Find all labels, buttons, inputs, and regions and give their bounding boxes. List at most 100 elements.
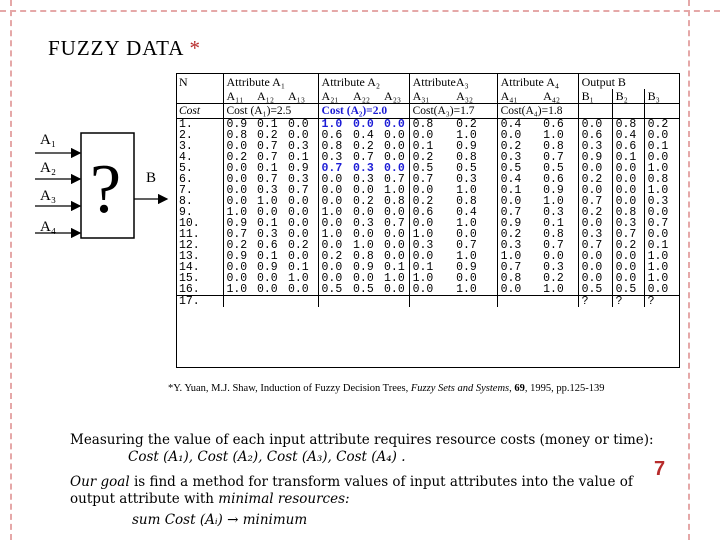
table-cell: 0.0 [500,284,522,296]
table-cell: 0.0 [578,273,613,284]
table-row: 17.??? [176,295,681,307]
table-cell: 0.5 [612,284,645,296]
body-text-line-4: output attribute with minimal resources: [70,491,350,507]
row-number: 4. [176,152,224,163]
table-cell: 0.0 [381,118,410,130]
table-cell: 0.1 [540,218,579,229]
table-cell: 0.0 [381,130,410,141]
table-cell: 1.0 [500,251,522,262]
table-cell: 0.0 [285,218,319,229]
table-cell: 0.6 [257,240,278,251]
table-cell: 0.0 [321,185,343,196]
table-cell: 0.5 [453,163,498,174]
table-cell: 1.0 [453,284,498,296]
table-cell: 0.0 [381,284,410,296]
table-cell: 0.0 [285,196,319,207]
row-number: 7. [176,185,224,196]
table-cell: 0.4 [453,207,498,218]
table-cell: 0.4 [500,118,522,130]
table-cell: 0.7 [257,152,278,163]
row-number: 17. [176,295,224,307]
table-cell: 1.0 [453,130,498,141]
table-cell: 0.0 [381,163,410,174]
table-cell: 1.0 [321,207,343,218]
table-cell: 0.3 [285,174,319,185]
table-cell: 0.8 [540,141,579,152]
table-cell: 0.8 [647,174,669,185]
table-row: 14. 0.0 0.9 0.1 0.0 0.9 0.1 0.1 0.9 0.7 0.3 0.0 0.0 1… [176,262,680,273]
table-cell: 0.7 [500,262,522,273]
table-header-attributes: N Attribute A₁ Attribute A₂ AttributeA₃ … [176,73,680,89]
table-cell: 0.0 [257,284,278,296]
table-row: 3. 0.0 0.7 0.3 0.8 0.2 0.0 0.1 0.9 0.2 0.8 0.3 0.6 0.… [176,141,680,152]
table-cell: 1.0 [540,196,579,207]
table-cell: 0.1 [285,152,319,163]
table-row: 10. 0.9 0.1 0.0 0.0 0.3 0.7 0.0 1.0 0.9 0.1 0.0 0.3 0… [176,218,680,229]
table-cell [453,295,498,307]
table-cell: 0.2 [647,118,669,130]
table-cell: 0.2 [540,273,579,284]
citation-footnote: *Y. Yuan, M.J. Shaw, Induction of Fuzzy … [168,383,605,394]
table-cell: 0.3 [257,229,278,240]
table-cell: 1.0 [412,229,434,240]
table-cell: 0.0 [647,284,669,296]
table-cell: 0.0 [226,185,248,196]
table-cell: 0.0 [412,130,434,141]
cost-a2: Cost (A₂)=2.0 [318,103,410,119]
table-cell: 0.0 [647,229,669,240]
table-cell: 0.0 [285,130,319,141]
table-cell: 0.7 [381,174,410,185]
table-cell: 0.3 [321,152,343,163]
table-cell: 1.0 [540,130,579,141]
table-cell: 0.8 [412,118,434,130]
input-label-a2: A₂ [40,160,57,176]
table-cell: 0.3 [353,163,374,174]
table-cell: 0.8 [612,118,645,130]
table-cell: 1.0 [285,273,319,284]
table-cell: 0.0 [453,273,498,284]
table-cell: 0.7 [226,229,248,240]
table-cell: 1.0 [647,273,669,284]
table-cell: 0.4 [612,130,645,141]
table-cell: 0.2 [412,152,434,163]
table-cell: 0.3 [257,185,278,196]
table-cell: 0.2 [226,152,248,163]
term-a11: A₁₁ [223,89,254,104]
table-cell: 0.9 [540,185,579,196]
table-cell: 0.0 [321,262,343,273]
table-header-terms: A₁₁ A₁₂ A₁₃ A₂₁ A₂₂ A₂₃ A₃₁ A₃₂ A₄₁ A₄₂ … [176,89,681,104]
fuzzy-data-table: N Attribute A₁ Attribute A₂ AttributeA₃ … [176,73,681,368]
table-cell: 0.3 [285,141,319,152]
table-cell: 0.2 [453,118,498,130]
table-cell: 0.0 [285,118,319,130]
row-number: 12. [176,240,224,251]
header-n: N [176,73,224,89]
table-cell: 0.1 [257,118,278,130]
table-cell: 0.3 [540,207,579,218]
row-number: 11. [176,229,224,240]
table-cell: 1.0 [381,185,410,196]
table-cell: 0.2 [353,196,374,207]
table-row: 7. 0.0 0.3 0.7 0.0 0.0 1.0 0.0 1.0 0.1 0.9 0.0 0.0 1.… [176,185,680,196]
header-output-b: Output B [581,75,626,89]
row-number: 10. [176,218,224,229]
table-cell [285,295,319,307]
body-text-objective: sum Cost (Aᵢ) → minimum [132,512,308,528]
table-cell: 0.7 [612,229,645,240]
table-cell: 0.0 [647,130,669,141]
table-cell: 0.0 [353,207,374,218]
output-label-b: B [146,170,157,186]
table-cell: 0.0 [321,240,343,251]
table-cell: ? [612,295,645,307]
row-number: 15. [176,273,224,284]
body-text-line-1: Measuring the value of each input attrib… [70,432,654,448]
term-a42: A₄₂ [540,89,579,104]
table-cell: 1.0 [321,229,343,240]
table-cell: 0.2 [500,141,522,152]
table-cell: 0.7 [540,152,579,163]
table-cell: 0.7 [578,240,613,251]
term-a32: A₃₂ [453,89,498,104]
cost-label: Cost [176,103,224,119]
cost-a1: Cost (A₁)=2.5 [223,103,319,119]
table-cell: 0.4 [500,174,522,185]
